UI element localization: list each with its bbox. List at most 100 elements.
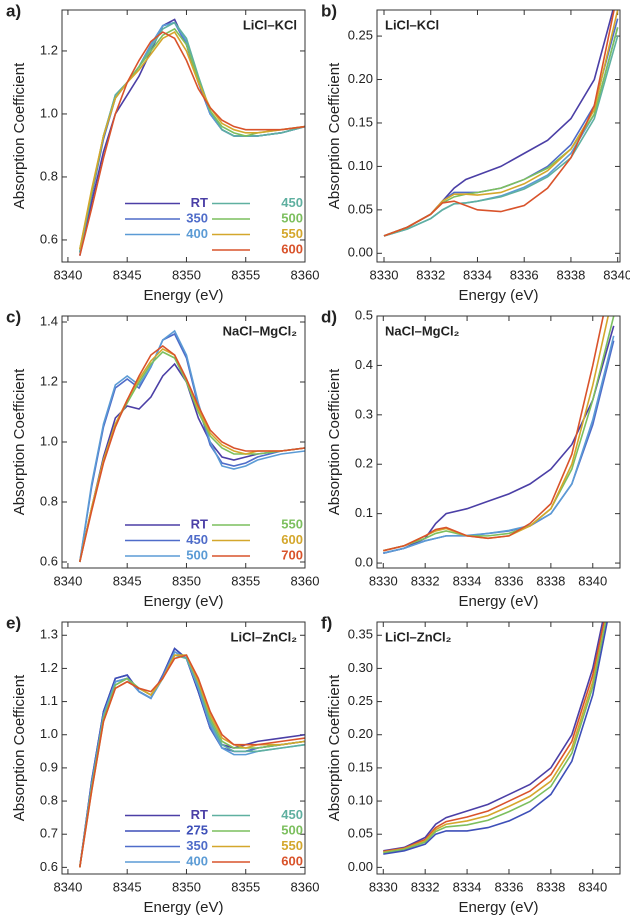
y-tick-label: 0.1 [355, 505, 373, 520]
panel-label: d) [321, 307, 337, 326]
x-axis-label: Energy (eV) [143, 593, 223, 610]
x-tick-label: 8355 [231, 267, 260, 282]
legend-label: 450 [281, 195, 303, 210]
y-tick-label: 0.15 [348, 759, 373, 774]
x-tick-label: 8345 [113, 267, 142, 282]
legend-label: 450 [281, 807, 303, 822]
x-tick-label: 8355 [231, 573, 260, 588]
x-tick-label: 8332 [411, 879, 440, 894]
series-line [383, 622, 607, 853]
series-line [383, 10, 614, 237]
series-line [383, 316, 615, 552]
y-tick-label: 1.3 [40, 627, 58, 642]
y-tick-label: 0.6 [40, 553, 58, 568]
legend-label: RT [191, 807, 208, 822]
x-tick-label: 8345 [113, 879, 142, 894]
y-tick-label: 0.15 [348, 114, 373, 129]
series-line [78, 30, 305, 250]
x-tick-label: 8350 [172, 879, 201, 894]
series-line [78, 362, 305, 563]
series-line [79, 344, 305, 563]
series-line [78, 654, 305, 868]
legend-label: 550 [281, 516, 303, 531]
legend-label: 400 [186, 853, 208, 868]
x-tick-label: 8355 [231, 879, 260, 894]
y-tick-label: 1.4 [40, 313, 58, 328]
y-tick-label: 0.10 [348, 158, 373, 173]
legend-label: 450 [186, 532, 208, 547]
legend-label: 400 [186, 226, 208, 241]
panel-title: NaCl–MgCl₂ [223, 323, 298, 338]
legend-label: 500 [281, 210, 303, 225]
x-tick-label: 8330 [369, 879, 398, 894]
panel-title: LiCl–ZnCl₂ [385, 629, 452, 644]
series-line [383, 316, 605, 552]
legend-label: 275 [186, 822, 208, 837]
y-tick-label: 0.10 [348, 792, 373, 807]
x-tick-label: 8345 [113, 573, 142, 588]
x-tick-label: 8336 [495, 573, 524, 588]
panel: 8330 8332 8334 8336 8338 8340 0.00 0.05 0.10 0.15… [321, 613, 621, 916]
legend-label: 600 [281, 853, 303, 868]
lines [78, 647, 305, 868]
y-tick-label: 1.0 [40, 726, 58, 741]
x-tick-label: 8340 [53, 573, 82, 588]
x-tick-label: 8360 [291, 879, 320, 894]
legend-label: 350 [186, 210, 208, 225]
panel: 8340 8345 8350 8355 8360 0.6 0.7 0.8 0.9 1.0 1.1 1.… [6, 613, 319, 915]
x-tick-label: 8360 [291, 573, 320, 588]
y-tick-label: 0.8 [40, 493, 58, 508]
y-axis-label: Absorption Coefficient [11, 62, 28, 209]
x-axis-label: Energy (eV) [458, 287, 538, 304]
x-tick-label: 8340 [603, 267, 630, 282]
lines [78, 18, 305, 256]
panel-label: a) [6, 1, 21, 20]
panel: 8330 8332 8334 8336 8338 8340 0.00 0.05 0.10 0.15… [321, 1, 630, 304]
panel: 8340 8345 8350 8355 8360 0.6 0.8 1.0 1.2 1.4 RT450… [6, 307, 319, 609]
series-line [383, 622, 604, 852]
plot-frame [376, 315, 621, 569]
legend-label: 500 [186, 547, 208, 562]
panel-title: LiCl–KCl [385, 17, 439, 32]
plot-frame [376, 9, 621, 263]
lines [383, 10, 619, 237]
y-tick-label: 0.25 [348, 28, 373, 43]
x-tick-label: 8360 [291, 267, 320, 282]
y-axis-label: Absorption Coefficient [326, 674, 343, 821]
x-axis-label: Energy (eV) [458, 593, 538, 610]
x-tick-label: 8350 [172, 267, 201, 282]
y-tick-label: 1.0 [40, 433, 58, 448]
y-tick-label: 0.00 [348, 859, 373, 874]
y-axis-label: Absorption Coefficient [11, 674, 28, 821]
plot-frame [61, 315, 306, 569]
x-tick-label: 8338 [556, 267, 585, 282]
x-axis-label: Energy (eV) [143, 287, 223, 304]
legend-label: RT [191, 516, 208, 531]
series-line [79, 31, 305, 256]
x-tick-label: 8338 [536, 879, 565, 894]
lines [383, 622, 608, 855]
y-tick-label: 0.6 [40, 231, 58, 246]
series-line [383, 335, 615, 554]
panel-label: f) [321, 613, 332, 632]
series-line [78, 332, 305, 563]
panel-label: e) [6, 613, 21, 632]
x-tick-label: 8340 [578, 573, 607, 588]
x-tick-label: 8340 [578, 879, 607, 894]
y-axis-label: Absorption Coefficient [326, 368, 343, 515]
x-tick-label: 8338 [536, 573, 565, 588]
y-tick-label: 0.2 [355, 456, 373, 471]
y-axis-label: Absorption Coefficient [11, 368, 28, 515]
legend-label: 550 [281, 226, 303, 241]
y-axis-label: Absorption Coefficient [326, 62, 343, 209]
legend-label: 500 [281, 822, 303, 837]
lines [78, 329, 305, 563]
y-tick-label: 1.0 [40, 105, 58, 120]
series-line [383, 10, 615, 237]
y-tick-label: 0.3 [355, 406, 373, 421]
series-line [78, 329, 305, 563]
series-line [383, 35, 619, 237]
x-tick-label: 8336 [510, 267, 539, 282]
y-tick-label: 0.25 [348, 693, 373, 708]
